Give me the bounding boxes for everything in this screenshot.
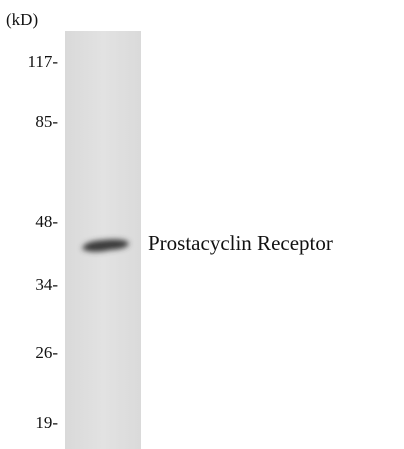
marker-label: 117- [27, 52, 58, 71]
unit-label: (kD) [6, 10, 38, 29]
blot-lane [65, 31, 141, 449]
marker-label: 85- [35, 112, 58, 131]
marker-label: 48- [35, 212, 58, 231]
marker-label: 19- [35, 413, 58, 432]
band-label: Prostacyclin Receptor [148, 231, 333, 255]
marker-label: 26- [35, 343, 58, 362]
marker-label: 34- [35, 275, 58, 294]
western-blot: (kD) 117- 85- 48- 34- 26- 19- Prostacycl… [0, 0, 404, 449]
